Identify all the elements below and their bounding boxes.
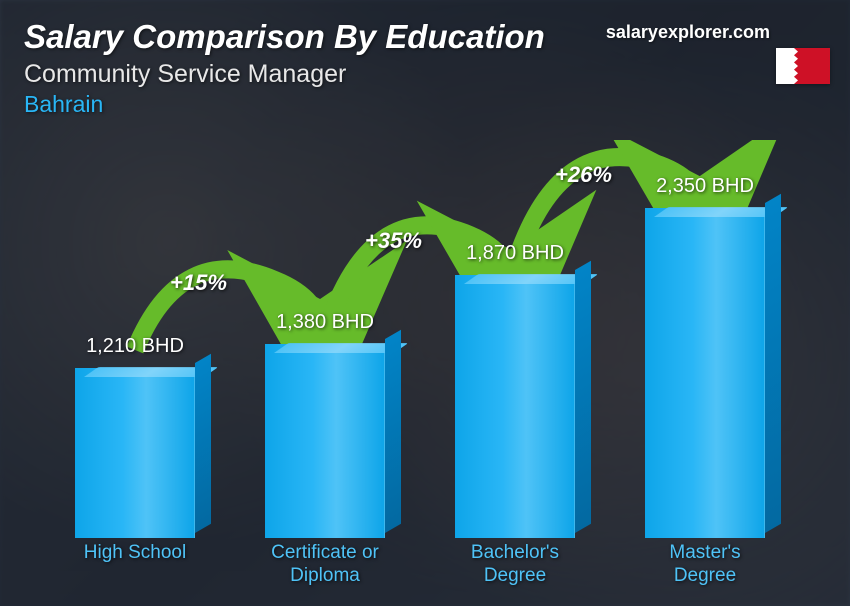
bar-group-1: 1,380 BHD <box>234 140 416 538</box>
bar-0 <box>75 368 195 538</box>
bar-group-2: 1,870 BHD <box>424 140 606 538</box>
infographic-container: Salary Comparison By Education Community… <box>0 0 850 606</box>
bar-value-3: 2,350 BHD <box>656 175 754 198</box>
country-label: Bahrain <box>24 91 826 118</box>
bahrain-flag-icon <box>776 48 830 84</box>
bar-3 <box>645 208 765 538</box>
category-label-1: Certificate orDiploma <box>234 542 416 588</box>
bar-group-0: 1,210 BHD <box>44 140 226 538</box>
bar-1 <box>265 344 385 538</box>
bar-value-0: 1,210 BHD <box>86 335 184 358</box>
category-label-0: High School <box>44 542 226 588</box>
category-label-2: Bachelor'sDegree <box>424 542 606 588</box>
bar-value-1: 1,380 BHD <box>276 311 374 334</box>
watermark: salaryexplorer.com <box>606 22 770 43</box>
bar-2 <box>455 275 575 538</box>
chart-area: +15% +35% +26% 1,210 BHD1,380 BHD1,870 B… <box>40 140 800 588</box>
header: Salary Comparison By Education Community… <box>0 0 850 118</box>
bar-value-2: 1,870 BHD <box>466 242 564 265</box>
bar-group-3: 2,350 BHD <box>614 140 796 538</box>
page-subtitle: Community Service Manager <box>24 60 826 89</box>
bars-row: 1,210 BHD 1,380 BHD 1,870 BHD 2,350 BHD <box>40 140 800 538</box>
category-label-3: Master'sDegree <box>614 542 796 588</box>
category-row: High SchoolCertificate orDiplomaBachelor… <box>40 542 800 588</box>
